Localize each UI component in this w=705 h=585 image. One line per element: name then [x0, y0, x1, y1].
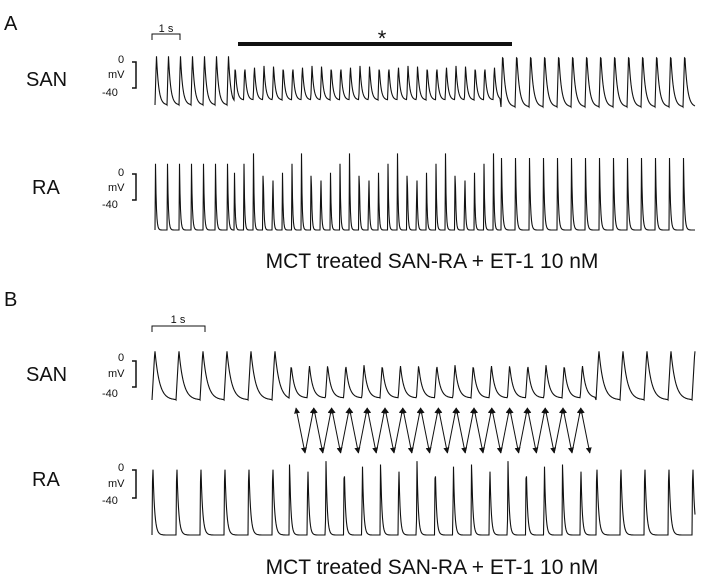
arrow	[400, 407, 414, 454]
row-label: RA	[32, 177, 60, 199]
trace	[154, 56, 696, 109]
arrow	[446, 407, 459, 454]
scale-bar	[151, 325, 206, 332]
arrow	[411, 407, 423, 454]
scale-bracket	[132, 173, 137, 201]
arrow	[571, 407, 583, 454]
scale-minus: -40	[102, 199, 118, 211]
arrow	[418, 407, 432, 454]
scale-bracket	[132, 469, 137, 499]
traces	[151, 56, 696, 536]
arrow	[429, 407, 441, 454]
arrow	[464, 407, 476, 454]
arrow	[383, 407, 396, 454]
caption: MCT treated SAN-RA + ET-1 10 nM	[266, 556, 599, 579]
arrow	[561, 407, 574, 454]
trace	[154, 153, 695, 231]
arrow	[535, 407, 548, 454]
scale-bar-label: 1 s	[171, 314, 186, 326]
arrow	[375, 407, 387, 454]
row-label: RA	[32, 469, 60, 491]
scale-bracket	[132, 61, 137, 89]
caption: MCT treated SAN-RA + ET-1 10 nM	[266, 250, 599, 273]
arrow	[525, 407, 539, 454]
trace	[151, 351, 696, 402]
scale-bar	[151, 33, 181, 40]
arrow	[347, 407, 361, 454]
arrow	[322, 407, 334, 454]
significance-marker: *	[378, 26, 387, 51]
scale-zero: 0	[118, 54, 124, 66]
event-bar	[238, 42, 512, 46]
arrow	[553, 407, 565, 454]
arrow	[507, 407, 521, 454]
row-label: SAN	[26, 364, 67, 386]
arrow	[454, 407, 468, 454]
arrow	[311, 407, 325, 454]
arrow	[543, 407, 557, 454]
arrow	[294, 407, 307, 454]
scale-minus: -40	[102, 87, 118, 99]
arrow	[500, 407, 512, 454]
arrow	[489, 407, 503, 454]
arrow	[482, 407, 494, 454]
arrow	[436, 407, 450, 454]
scale-unit: mV	[108, 368, 125, 380]
row-label: SAN	[26, 69, 67, 91]
scale-unit: mV	[108, 69, 125, 81]
arrow	[304, 407, 316, 454]
panel-label: B	[4, 289, 17, 311]
arrow	[329, 407, 343, 454]
scale-bracket	[132, 360, 137, 388]
scale-zero: 0	[118, 462, 124, 474]
scale-unit: mV	[108, 182, 125, 194]
scale-zero: 0	[118, 352, 124, 364]
scale-unit: mV	[108, 478, 125, 490]
scale-zero: 0	[118, 167, 124, 179]
arrow	[357, 407, 370, 454]
arrow	[365, 407, 379, 454]
panel-label: A	[4, 13, 18, 35]
arrow	[472, 407, 485, 454]
arrow	[578, 407, 592, 454]
arrow	[393, 407, 405, 454]
arrow	[518, 407, 530, 454]
scale-minus: -40	[102, 495, 118, 507]
arrow	[340, 407, 352, 454]
scale-minus: -40	[102, 388, 118, 400]
scale-bar-label: 1 s	[159, 23, 174, 35]
trace	[151, 461, 696, 536]
